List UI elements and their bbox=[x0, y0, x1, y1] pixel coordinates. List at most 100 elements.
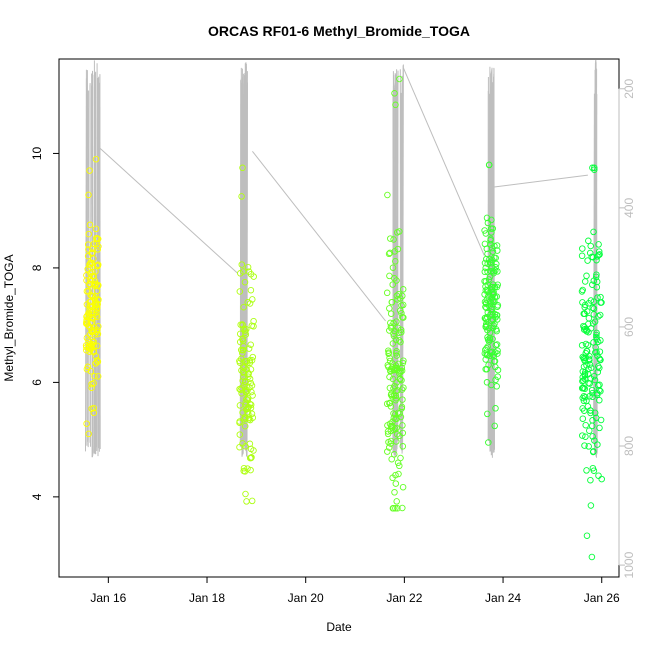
pressure-transit-line bbox=[99, 147, 238, 274]
data-point bbox=[583, 272, 590, 280]
data-point bbox=[393, 379, 400, 386]
data-point bbox=[596, 356, 604, 364]
data-point bbox=[578, 252, 586, 260]
data-point bbox=[485, 276, 493, 283]
y-axis: 4 6 8 10 bbox=[30, 146, 59, 500]
data-point bbox=[484, 260, 491, 267]
data-point bbox=[586, 427, 593, 434]
data-point bbox=[489, 225, 496, 232]
data-point bbox=[91, 295, 99, 302]
data-point bbox=[595, 248, 603, 255]
data-point bbox=[83, 334, 91, 342]
data-point bbox=[86, 302, 94, 309]
data-point bbox=[392, 505, 399, 512]
data-point bbox=[83, 365, 91, 373]
data-point bbox=[395, 470, 402, 478]
data-point bbox=[391, 382, 398, 390]
data-point bbox=[85, 430, 92, 438]
data-point bbox=[397, 413, 405, 421]
data-point bbox=[387, 403, 395, 410]
data-point bbox=[394, 505, 401, 512]
x-tick-label: Jan 24 bbox=[485, 591, 521, 605]
data-point bbox=[488, 259, 495, 267]
data-point bbox=[581, 278, 589, 285]
data-point bbox=[590, 448, 597, 455]
data-point bbox=[87, 368, 95, 375]
data-point bbox=[585, 443, 592, 450]
data-point bbox=[589, 433, 596, 440]
data-point bbox=[83, 301, 91, 308]
data-point bbox=[490, 353, 498, 360]
data-point bbox=[85, 246, 92, 253]
data-point bbox=[589, 253, 597, 261]
data-point bbox=[591, 318, 599, 325]
x-tick-label: Jan 18 bbox=[189, 591, 225, 605]
data-point bbox=[598, 299, 605, 306]
data-point bbox=[236, 385, 243, 393]
data-point bbox=[491, 357, 499, 365]
pressure-trace bbox=[97, 78, 100, 445]
x-axis-label: Date bbox=[326, 620, 352, 634]
data-point bbox=[393, 277, 400, 284]
data-point bbox=[594, 294, 601, 301]
data-point bbox=[586, 392, 593, 400]
data-point bbox=[482, 320, 490, 328]
data-point bbox=[250, 447, 257, 454]
data-point bbox=[482, 365, 489, 373]
data-point bbox=[248, 497, 256, 505]
data-point bbox=[93, 262, 101, 270]
data-point bbox=[240, 464, 248, 472]
data-point bbox=[236, 431, 244, 438]
data-point bbox=[91, 277, 99, 285]
data-point bbox=[393, 438, 400, 445]
data-point bbox=[387, 310, 395, 317]
data-point bbox=[89, 268, 96, 276]
data-point bbox=[586, 361, 594, 368]
data-point bbox=[390, 505, 397, 512]
data-point bbox=[90, 348, 97, 356]
data-point bbox=[88, 303, 96, 311]
data-point bbox=[89, 315, 97, 322]
data-point bbox=[399, 483, 407, 491]
data-point bbox=[388, 298, 396, 306]
data-point bbox=[487, 241, 494, 248]
data-point bbox=[386, 305, 393, 312]
pressure-trace bbox=[91, 88, 93, 447]
data-point bbox=[583, 397, 590, 405]
data-point bbox=[492, 264, 499, 271]
data-point bbox=[582, 354, 589, 362]
data-point bbox=[588, 553, 596, 561]
right-tick-label: 400 bbox=[622, 198, 636, 218]
data-point bbox=[492, 376, 499, 384]
data-point bbox=[389, 264, 397, 271]
right-axis: 200 400 600 800 1000 bbox=[618, 78, 636, 578]
data-point bbox=[241, 327, 249, 334]
data-point bbox=[585, 237, 592, 245]
data-point bbox=[584, 257, 591, 264]
data-point bbox=[388, 393, 396, 400]
data-point bbox=[589, 164, 596, 172]
data-point bbox=[391, 90, 398, 97]
data-point bbox=[582, 421, 589, 429]
data-point bbox=[386, 420, 394, 428]
data-point bbox=[94, 326, 101, 334]
data-point bbox=[241, 378, 249, 386]
data-point bbox=[392, 471, 399, 479]
data-point bbox=[246, 300, 254, 307]
data-point bbox=[581, 304, 588, 311]
data-point bbox=[397, 338, 404, 346]
data-point bbox=[236, 288, 244, 295]
x-tick-label: Jan 16 bbox=[90, 591, 126, 605]
data-point bbox=[390, 451, 398, 458]
data-point bbox=[246, 454, 254, 462]
data-point bbox=[388, 455, 395, 463]
data-point bbox=[493, 312, 501, 319]
data-point bbox=[243, 357, 251, 365]
data-point bbox=[487, 237, 494, 244]
data-point bbox=[386, 399, 394, 407]
data-point bbox=[93, 342, 101, 350]
data-point bbox=[592, 273, 600, 281]
data-point bbox=[581, 372, 589, 379]
data-point bbox=[485, 361, 492, 369]
data-point bbox=[489, 291, 496, 299]
